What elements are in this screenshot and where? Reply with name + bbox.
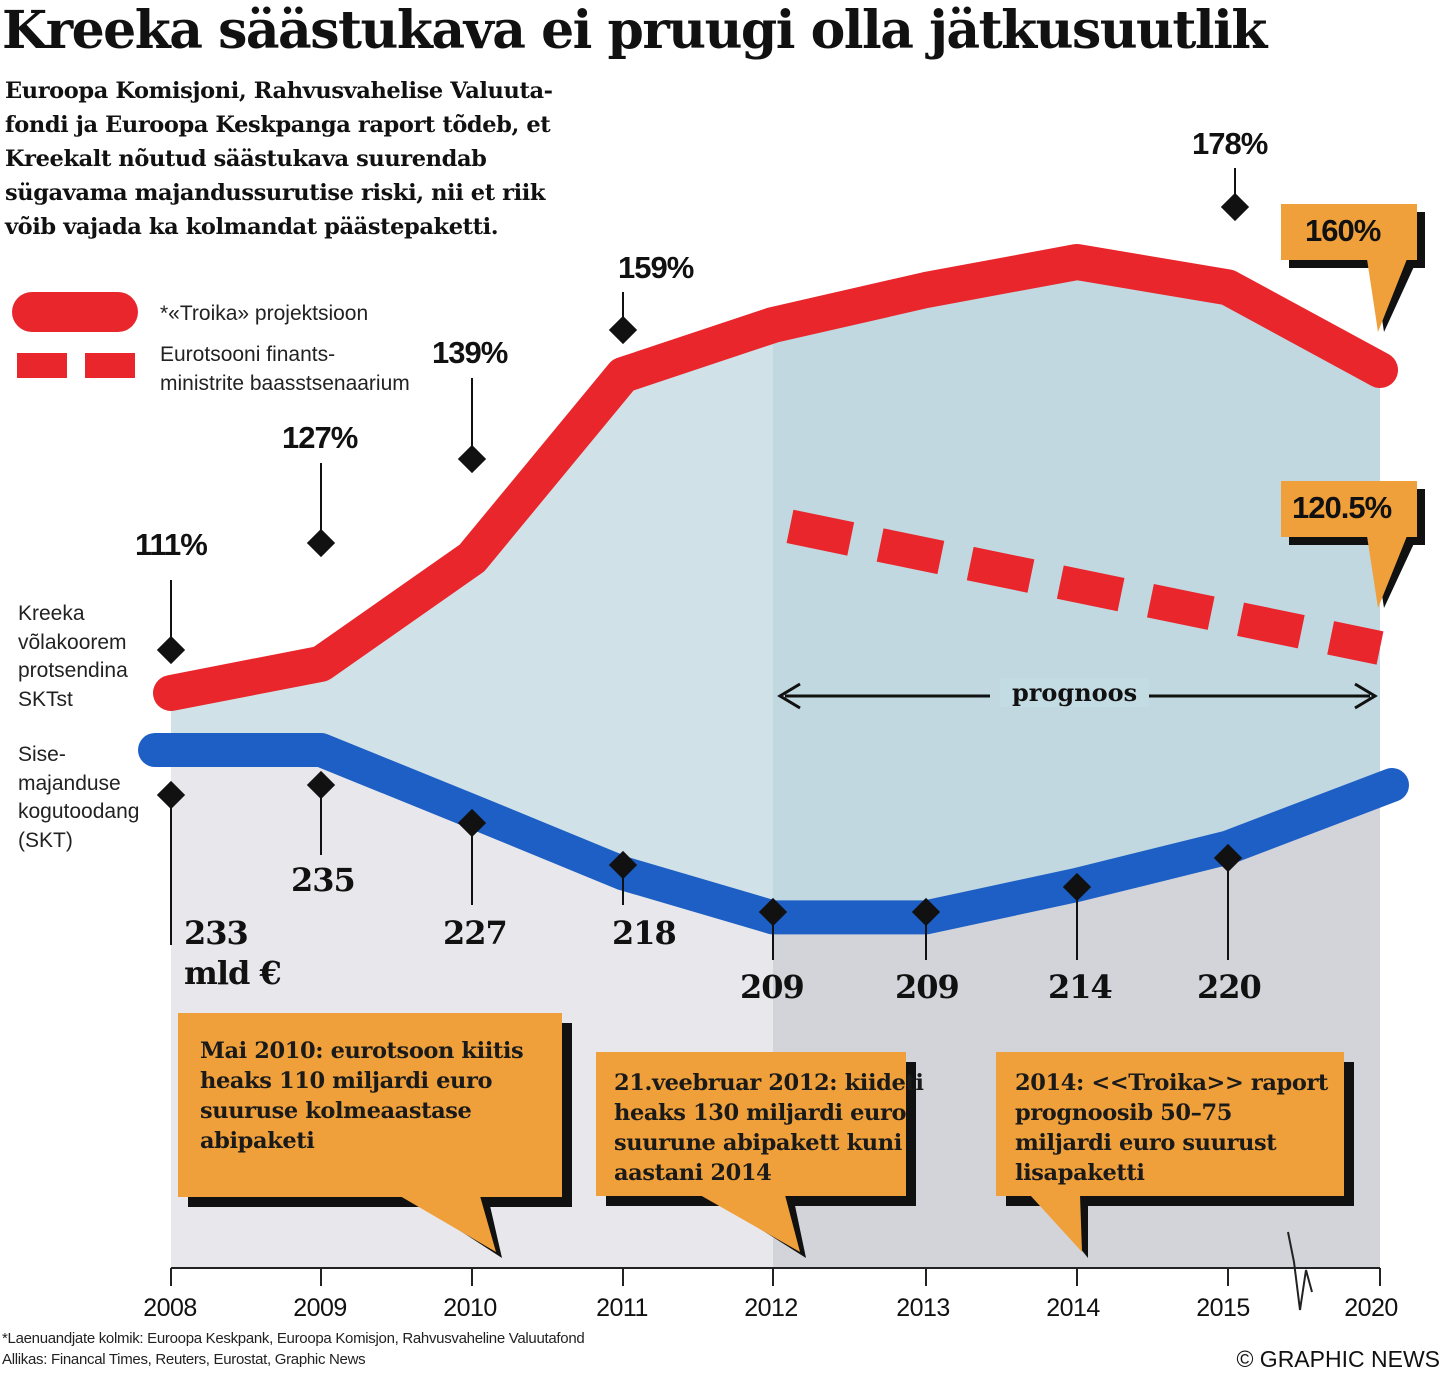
x-tick-2014: 2014 <box>1046 1294 1100 1322</box>
debt-marker-2011 <box>608 315 638 345</box>
callout-box-2012-pointer <box>700 1195 800 1252</box>
gdp-marker-2008 <box>156 780 186 810</box>
callout-box-2012 <box>596 1052 906 1196</box>
gdp-label-2010: 227 <box>443 914 508 952</box>
tag-box-120 <box>1281 481 1417 537</box>
x-tick-2012: 2012 <box>744 1294 798 1322</box>
legend-eurogroup-swatch-2 <box>85 353 135 378</box>
gdp-label-2015: 220 <box>1197 968 1262 1006</box>
x-tick-2011: 2011 <box>596 1294 648 1322</box>
x-tick-2020: 2020 <box>1344 1294 1398 1322</box>
debt-marker-2008 <box>156 635 186 665</box>
tag-box-160-pointer <box>1367 259 1407 332</box>
forecast-arrow-right-head <box>1354 682 1378 710</box>
debt-label-2011: 159% <box>618 250 694 285</box>
gdp-marker-2013 <box>911 897 941 927</box>
gdp-axis-label: Sise- majanduse kogutoodang (SKT) <box>18 743 140 852</box>
gdp-marker-2014 <box>1062 872 1092 902</box>
forecast-arrow-left-head <box>777 682 801 710</box>
gdp-marker-2012 <box>758 897 788 927</box>
debt-label-2015: 178% <box>1192 126 1268 161</box>
troika-series-line <box>153 244 1398 711</box>
gdp-label-2011: 218 <box>612 914 677 952</box>
forecast-label: prognoos <box>1000 678 1150 707</box>
tag-box-160 <box>1281 204 1417 260</box>
x-tick-2008: 2008 <box>143 1294 197 1322</box>
callout-2010: Mai 2010: eurotsoon kiitis heaks 110 mil… <box>200 1038 524 1154</box>
legend-eurogroup-label-1: Eurotsooni finants- <box>160 343 336 366</box>
eurogroup-series-line <box>786 509 1384 665</box>
gdp-label-2014: 214 <box>1048 968 1113 1006</box>
gdp-label-2012: 209 <box>740 968 805 1006</box>
debt-label-2008: 111% <box>135 527 208 562</box>
gdp-label-2008: 233 <box>184 914 249 952</box>
callout-box-2014-pointer <box>1030 1195 1082 1252</box>
callout-box-2010-pointer <box>400 1196 496 1252</box>
callout-2012: 21.veebruar 2012: kiideti heaks 130 milj… <box>614 1070 924 1186</box>
x-tick-2009: 2009 <box>293 1294 347 1322</box>
legend-eurogroup-swatch-1 <box>17 353 67 378</box>
gdp-marker-2009 <box>306 770 336 800</box>
x-tick-2013: 2013 <box>896 1294 950 1322</box>
x-tick-2010: 2010 <box>443 1294 497 1322</box>
tag-box-120-pointer <box>1367 536 1407 608</box>
intro-text: Euroopa Komisjoni, Rahvusvahelise Valuut… <box>5 78 553 240</box>
x-tick-2015: 2015 <box>1196 1294 1250 1322</box>
footnote-troika: *Laenuandjate kolmik: Euroopa Keskpank, … <box>2 1330 585 1347</box>
debt-label-2020-troika: 160% <box>1305 213 1381 248</box>
gdp-label-2013: 209 <box>895 968 960 1006</box>
debt-axis-label: Kreeka võlakoorem protsendina SKTst <box>18 602 128 711</box>
gdp-marker-2010 <box>457 808 487 838</box>
footnote-source: Allikas: Financal Times, Reuters, Eurost… <box>2 1351 366 1368</box>
debt-marker-2015 <box>1220 192 1250 222</box>
copyright-text: © GRAPHIC NEWS <box>1236 1346 1440 1372</box>
callout-box-2014 <box>996 1052 1344 1196</box>
debt-marker-2010 <box>457 444 487 474</box>
debt-label-2010: 139% <box>432 335 508 370</box>
gdp-label-2009: 235 <box>291 861 356 899</box>
debt-label-2009: 127% <box>282 420 358 455</box>
legend-eurogroup-label-2: ministrite baasstsenaarium <box>160 372 410 395</box>
legend-troika-label: *«Troika» projektsioon <box>160 302 369 325</box>
debt-marker-2009 <box>306 528 336 558</box>
axis-break-mark <box>1287 1231 1313 1311</box>
page-title: Kreeka säästukava ei pruugi olla jätkusu… <box>2 0 1267 61</box>
debt-label-2020-eurogroup: 120.5% <box>1292 490 1392 525</box>
gdp-unit-label: mld € <box>184 954 282 992</box>
callout-box-2010 <box>178 1013 562 1197</box>
callout-2014: 2014: <<Troika>> raport prognoosib 50–75… <box>1015 1070 1328 1186</box>
gdp-marker-2015 <box>1213 843 1243 873</box>
gdp-marker-2011 <box>608 850 638 880</box>
legend-troika-swatch <box>12 292 138 332</box>
